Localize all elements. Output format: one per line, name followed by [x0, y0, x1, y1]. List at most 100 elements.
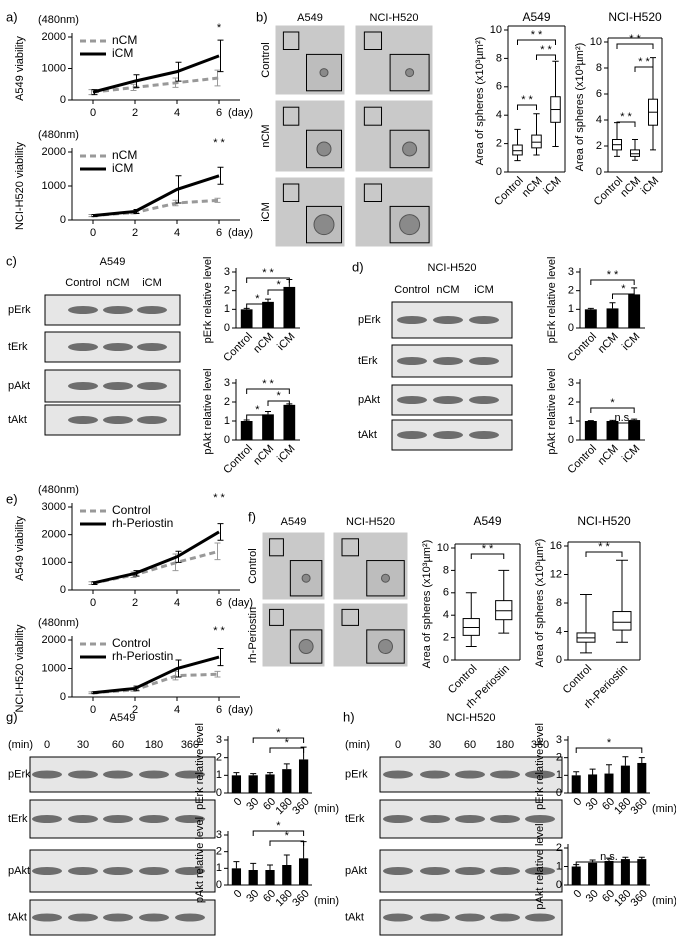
error-bar: [250, 773, 257, 776]
band: [469, 316, 499, 324]
panel-label: f): [248, 509, 256, 524]
band: [433, 357, 463, 365]
y-tick-label: 3: [568, 377, 574, 389]
blot-title: A549: [100, 256, 126, 268]
series-line: [92, 655, 220, 695]
series-line: [92, 54, 220, 94]
blot-unit: (min): [345, 739, 370, 751]
x-tick-label: 6: [216, 107, 222, 119]
whisker: [514, 154, 521, 162]
y-tick-label: 2: [556, 752, 562, 764]
lane-label: 180: [145, 739, 163, 751]
bar: [262, 301, 274, 328]
band: [137, 382, 167, 390]
sphere: [319, 68, 329, 78]
x-tick-label: 4: [174, 227, 180, 239]
significance-bracket: [616, 121, 636, 127]
micrograph-column-label: NCI-H520: [370, 12, 419, 24]
legend-label: iCM: [112, 161, 133, 175]
inset-source: [363, 183, 383, 202]
x-tick-label: 2: [132, 704, 138, 716]
y-tick-label: 0: [60, 584, 66, 596]
y-tick-label: 1: [556, 769, 562, 781]
y-tick-label: 3: [216, 829, 222, 841]
bar: [282, 769, 292, 793]
significance-label: *: [277, 279, 282, 291]
y-axis-label: A549 viability: [14, 516, 26, 581]
x-tick-label: 30: [584, 796, 601, 813]
y-tick-label: 1: [568, 415, 574, 427]
x-tick-label: 4: [174, 597, 180, 609]
y-tick-label: 8: [496, 52, 502, 64]
significance-label: * *: [213, 492, 225, 504]
band: [103, 382, 133, 390]
error-bar: [589, 768, 596, 775]
y-unit: (480nm): [38, 14, 79, 26]
error-bar: [267, 772, 273, 775]
micrograph-column-label: NCI-H520: [346, 516, 395, 528]
band: [420, 867, 450, 875]
y-tick-label: 0: [60, 214, 66, 226]
y-tick-label: 16: [550, 540, 562, 552]
band: [490, 867, 520, 875]
inset-source: [282, 183, 300, 202]
significance-bracket: [246, 303, 269, 309]
x-tick-label: 0: [232, 888, 245, 901]
x-tick-label: Control: [221, 331, 255, 365]
y-tick-label: 1: [216, 862, 222, 874]
x-tick-label: 0: [572, 888, 585, 901]
inset-source: [363, 31, 383, 50]
significance-label: * *: [262, 378, 274, 390]
significance-bracket: [536, 54, 556, 60]
y-axis-label: pAkt relative level: [202, 368, 214, 454]
y-tick-label: 3: [556, 734, 562, 746]
x-tick-label: 2: [132, 107, 138, 119]
micrograph-column-label: A549: [281, 516, 307, 528]
blot-row-label: tAkt: [8, 911, 27, 923]
y-tick-label: 3000: [42, 501, 66, 513]
band: [525, 867, 555, 875]
significance-label: * *: [540, 44, 552, 56]
y-tick-label: 2: [216, 846, 222, 858]
error-bar: [638, 757, 645, 763]
x-unit: (min): [314, 803, 339, 815]
band: [469, 396, 499, 404]
box: [612, 611, 632, 631]
panel-label: d): [352, 259, 364, 274]
bar: [298, 759, 309, 793]
band: [397, 357, 427, 365]
error-bar: [250, 862, 257, 870]
x-tick-label: iCM: [275, 331, 297, 353]
band: [32, 913, 62, 922]
significance-label: n.s.: [600, 851, 618, 863]
significance-label: *: [285, 830, 290, 842]
significance-bracket: [267, 400, 290, 406]
significance-bracket: [590, 279, 635, 285]
error-bar: [283, 763, 290, 770]
panel-label: a): [6, 9, 18, 24]
x-tick-label: nCM: [251, 443, 276, 468]
significance-label: *: [285, 737, 290, 749]
error-bar: [243, 419, 250, 421]
whisker: [533, 113, 540, 136]
whisker: [498, 569, 510, 601]
significance-label: *: [277, 390, 282, 402]
error-bar: [622, 856, 629, 860]
x-tick-label: 6: [216, 227, 222, 239]
significance-bracket: [612, 293, 635, 299]
band: [433, 396, 463, 404]
error-bar: [283, 854, 290, 865]
error-bar: [217, 523, 224, 541]
significance-label: *: [610, 397, 615, 409]
significance-label: *: [217, 22, 222, 34]
significance-bracket: [267, 289, 290, 295]
panel-label: g): [6, 709, 18, 724]
micrograph-row-label: Control: [247, 548, 259, 583]
significance-label: *: [621, 283, 626, 295]
bar: [628, 420, 641, 440]
y-axis-label: pAkt relative level: [546, 368, 558, 454]
y-tick-label: 0: [216, 879, 222, 891]
x-tick-label: 360: [629, 796, 650, 817]
significance-label: * *: [531, 29, 543, 41]
